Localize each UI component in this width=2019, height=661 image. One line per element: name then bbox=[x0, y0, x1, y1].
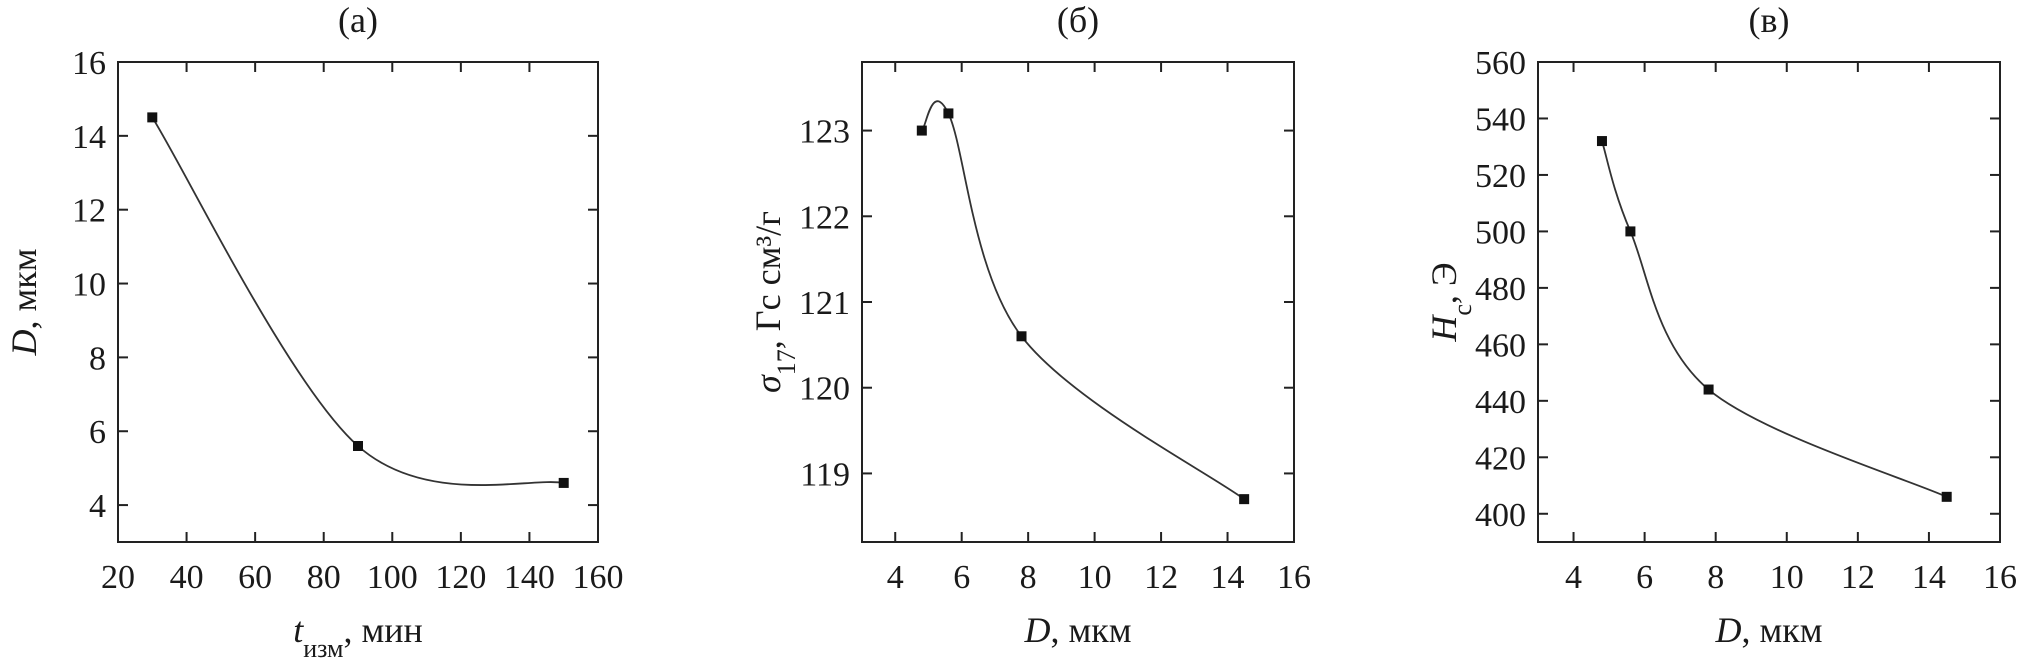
y-axis-label-subscript: c bbox=[1448, 304, 1477, 316]
x-tick-label: 4 bbox=[887, 559, 904, 596]
data-point bbox=[558, 477, 569, 488]
x-axis-label-subscript: изм bbox=[303, 634, 343, 661]
y-tick-label: 4 bbox=[89, 488, 106, 525]
x-tick-label: 8 bbox=[1020, 559, 1037, 596]
y-tick-label: 400 bbox=[1475, 497, 1526, 534]
plot-frame bbox=[1537, 61, 2001, 543]
y-axis-label-symbol: σ bbox=[748, 374, 788, 393]
y-tick-label: 10 bbox=[72, 267, 106, 304]
x-tick-label: 12 bbox=[1841, 559, 1875, 596]
panel-title: (б) bbox=[1057, 0, 1099, 40]
y-tick-label: 440 bbox=[1475, 384, 1526, 421]
x-axis-label-symbol: D bbox=[1714, 610, 1741, 650]
y-axis-label-symbol: H bbox=[1424, 314, 1464, 343]
y-tick-label: 520 bbox=[1475, 158, 1526, 195]
x-axis-label: D, мкм bbox=[1023, 610, 1131, 650]
x-axis-label: D, мкм bbox=[1714, 610, 1822, 650]
x-axis-label-unit: , мкм bbox=[1741, 610, 1822, 650]
x-tick-label: 10 bbox=[1078, 559, 1112, 596]
x-axis-label-unit: , мкм bbox=[1050, 610, 1131, 650]
data-point bbox=[1016, 331, 1027, 342]
y-tick-label: 6 bbox=[89, 414, 106, 451]
y-axis-label: σ17, Гс см³/г bbox=[748, 211, 801, 393]
series-line bbox=[1601, 140, 1948, 498]
x-tick-label: 6 bbox=[1636, 559, 1653, 596]
panel-title: (a) bbox=[338, 0, 378, 40]
y-tick-label: 420 bbox=[1475, 440, 1526, 477]
y-tick-label: 16 bbox=[72, 45, 106, 82]
x-tick-label: 16 bbox=[1983, 559, 2017, 596]
series-line bbox=[921, 100, 1245, 500]
y-tick-label: 119 bbox=[800, 456, 850, 493]
x-axis-label-symbol: t bbox=[293, 610, 304, 650]
y-axis-label: D, мкм bbox=[4, 248, 44, 356]
y-tick-label: 12 bbox=[72, 193, 106, 230]
x-tick-label: 14 bbox=[1912, 559, 1946, 596]
y-axis-label-subscript: 17 bbox=[772, 349, 801, 375]
y-tick-label: 540 bbox=[1475, 101, 1526, 138]
x-tick-label: 4 bbox=[1565, 559, 1582, 596]
series-line bbox=[151, 116, 564, 486]
y-tick-label: 120 bbox=[799, 371, 850, 408]
data-point bbox=[1239, 494, 1250, 505]
x-tick-label: 120 bbox=[435, 559, 486, 596]
x-tick-label: 60 bbox=[238, 559, 272, 596]
x-tick-label: 40 bbox=[170, 559, 204, 596]
y-tick-label: 121 bbox=[799, 285, 850, 322]
data-point bbox=[353, 441, 363, 451]
y-tick-label: 480 bbox=[1475, 271, 1526, 308]
x-tick-label: 140 bbox=[504, 559, 555, 596]
panel-1: (a)20 40 60 80 100 120 140 16046810121416tизм, … bbox=[4, 0, 624, 661]
y-tick-label: 460 bbox=[1475, 327, 1526, 364]
data-point bbox=[916, 125, 927, 136]
x-tick-label: 16 bbox=[1277, 559, 1311, 596]
data-point bbox=[943, 108, 954, 119]
x-tick-label: 80 bbox=[307, 559, 341, 596]
data-point bbox=[1941, 491, 1952, 502]
panel-3: (в) 4 6 8 10 12 14 16 400 420 440 460 480 500 520 540 56… bbox=[1424, 0, 2017, 650]
y-axis-label-unit: , мкм bbox=[4, 248, 44, 329]
x-tick-label: 14 bbox=[1211, 559, 1245, 596]
y-tick-label: 123 bbox=[799, 114, 850, 151]
y-axis-label-unit: , Э bbox=[1424, 262, 1464, 304]
plot-frame bbox=[117, 61, 599, 543]
data-point bbox=[1703, 384, 1714, 395]
x-tick-label: 100 bbox=[367, 559, 418, 596]
panel-title: (в) bbox=[1749, 0, 1790, 40]
y-axis-label: Hc, Э bbox=[1424, 262, 1477, 342]
x-tick-label: 6 bbox=[953, 559, 970, 596]
x-tick-label: 10 bbox=[1770, 559, 1804, 596]
y-tick-label: 500 bbox=[1475, 214, 1526, 251]
data-point bbox=[147, 112, 158, 123]
x-axis-label-unit: , мин bbox=[343, 610, 422, 650]
x-tick-label: 160 bbox=[573, 559, 624, 596]
data-point bbox=[1596, 136, 1607, 147]
y-tick-label: 122 bbox=[799, 199, 850, 236]
x-axis-label: tизм, мин bbox=[293, 610, 423, 661]
y-axis-label-symbol: D bbox=[4, 330, 44, 357]
y-tick-label: 8 bbox=[89, 340, 106, 377]
x-tick-label: 8 bbox=[1707, 559, 1724, 596]
x-tick-label: 20 bbox=[101, 559, 135, 596]
y-axis-label-unit: , Гс см³/г bbox=[748, 211, 788, 349]
data-point bbox=[1625, 226, 1636, 237]
y-tick-label: 560 bbox=[1475, 45, 1526, 82]
x-axis-label-symbol: D bbox=[1023, 610, 1050, 650]
x-tick-label: 12 bbox=[1144, 559, 1178, 596]
y-tick-label: 14 bbox=[72, 119, 106, 156]
